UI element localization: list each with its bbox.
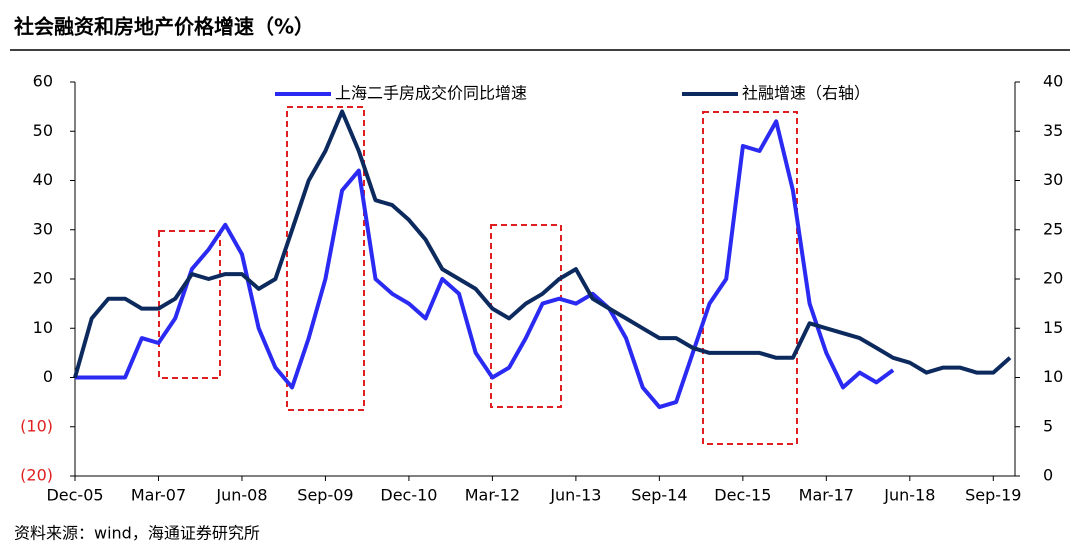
y-tick-label: 50 [33, 121, 53, 140]
highlight-box [490, 224, 562, 408]
legend-label: 社融增速（右轴） [742, 84, 870, 103]
y-tick-label: 0 [43, 367, 53, 386]
series-line [75, 119, 895, 410]
y2-tick-label: 10 [1043, 367, 1063, 386]
x-tick-label: Sep-14 [631, 486, 687, 505]
x-tick-label: Dec-15 [714, 486, 771, 505]
x-tick-label: Mar-17 [799, 486, 854, 505]
source-note: 资料来源：wind，海通证券研究所 [14, 524, 260, 543]
highlight-box [158, 230, 221, 379]
x-tick-label: Sep-19 [965, 486, 1021, 505]
y-tick-label: (20) [20, 466, 53, 485]
y-tick-label: 40 [33, 170, 53, 189]
y2-tick-label: 5 [1043, 416, 1053, 435]
y-tick-label: 10 [33, 318, 53, 337]
chart-title: 社会融资和房地产价格增速（%） [13, 15, 314, 39]
x-tick-label: Dec-10 [380, 486, 437, 505]
y-tick-label: 30 [33, 219, 53, 238]
y-tick-label: 60 [33, 72, 53, 91]
y2-tick-label: 25 [1043, 219, 1063, 238]
x-tick-label: Dec-05 [46, 486, 103, 505]
y2-tick-label: 30 [1043, 170, 1063, 189]
y2-tick-label: 20 [1043, 269, 1063, 288]
y2-tick-label: 15 [1043, 318, 1063, 337]
y2-tick-label: 0 [1043, 466, 1053, 485]
y2-tick-label: 40 [1043, 72, 1063, 91]
y-tick-label: 20 [33, 269, 53, 288]
legend-label: 上海二手房成交价同比增速 [335, 84, 527, 103]
x-tick-label: Mar-12 [465, 486, 520, 505]
highlight-box [702, 111, 798, 445]
x-tick-label: Mar-07 [131, 486, 186, 505]
x-tick-label: Jun-08 [215, 486, 267, 505]
series-line [73, 109, 1012, 379]
x-tick-label: Jun-18 [883, 486, 935, 505]
x-tick-label: Sep-09 [297, 486, 353, 505]
y-tick-label: (10) [20, 416, 53, 435]
x-tick-label: Jun-13 [549, 486, 601, 505]
y2-tick-label: 35 [1043, 121, 1063, 140]
